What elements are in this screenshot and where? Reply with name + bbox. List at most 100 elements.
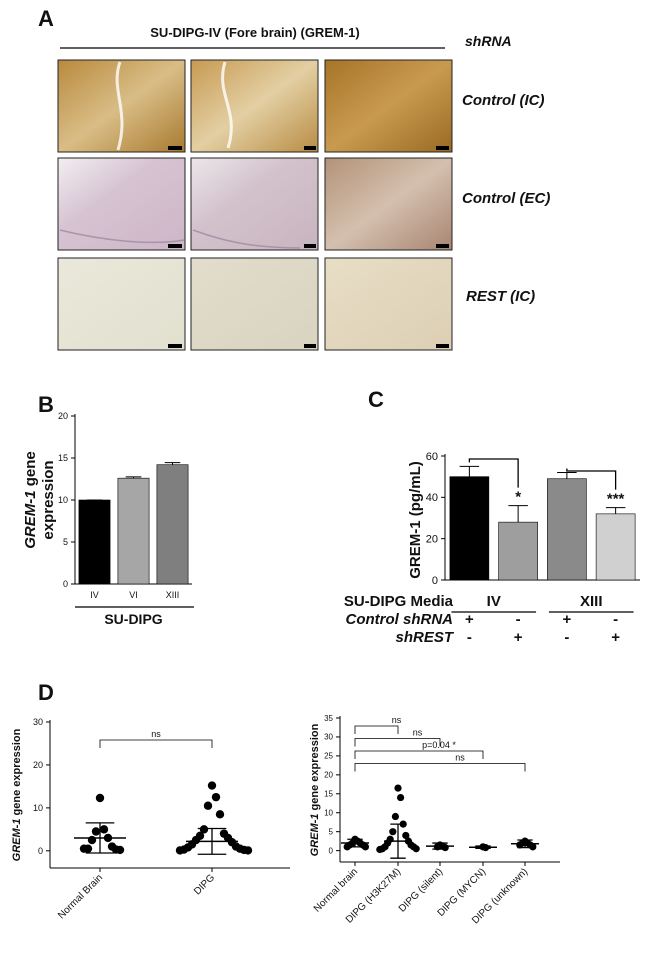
significance-bracket	[566, 468, 617, 490]
y-tick-label: 20	[33, 760, 43, 770]
y-tick-label: 60	[426, 451, 438, 463]
condition-mark: +	[611, 629, 620, 646]
comparison-bracket	[354, 738, 441, 747]
micrograph	[324, 257, 453, 351]
sd-bar	[347, 838, 363, 848]
comparison-label: ns	[392, 715, 402, 725]
data-point	[376, 845, 384, 854]
panel-label: D	[38, 680, 54, 705]
y-axis-label: GREM-1 geneexpression	[22, 451, 57, 549]
x-tick-label: Normal brain	[312, 866, 360, 914]
condition-mark: -	[516, 611, 521, 628]
bar	[595, 513, 636, 581]
data-point	[361, 843, 369, 851]
y-tick-label: 20	[58, 411, 68, 421]
bar	[156, 464, 189, 585]
condition-mark: -	[613, 611, 618, 628]
condition-mark: +	[514, 629, 523, 646]
y-label-part: GREM-1	[309, 814, 321, 857]
tissue-features	[59, 61, 301, 249]
y-axis-label: GREM-1 gene expression	[309, 723, 321, 856]
error-bar	[557, 472, 577, 479]
data-point	[243, 846, 253, 855]
y-axis-label: GREM-1 gene expression	[11, 728, 23, 861]
row-label: SU-DIPG Media	[344, 593, 454, 610]
panel-label: C	[368, 387, 384, 412]
scale-bar	[304, 244, 316, 248]
micrograph	[324, 157, 453, 251]
data-point	[529, 843, 537, 851]
comparison-label: ns	[413, 728, 423, 738]
error-bar	[125, 476, 142, 479]
sd-bar	[197, 827, 227, 855]
scale-bars	[168, 146, 449, 348]
data-point	[215, 810, 225, 819]
significance-label: ***	[607, 491, 625, 508]
y-tick-label: 0	[432, 575, 438, 587]
comparison-bracket	[354, 750, 484, 759]
data-point	[91, 827, 101, 836]
y-tick-label: 25	[324, 752, 333, 761]
data-point	[99, 825, 109, 834]
data-point	[79, 844, 89, 853]
y-label-part: expression	[40, 460, 57, 539]
row-label: Control shRNA	[346, 611, 454, 628]
y-tick-label: 5	[63, 537, 68, 547]
y-label-part: GREM-1	[11, 819, 23, 862]
micrograph	[190, 257, 319, 351]
bar	[498, 521, 538, 581]
y-tick-label: 0	[63, 579, 68, 589]
x-tick-label: IV	[90, 590, 99, 600]
scale-bar	[168, 244, 182, 248]
x-tick-label: Normal Brain	[56, 872, 105, 921]
y-tick-label: 10	[33, 803, 43, 813]
row-label: Control (IC)	[462, 92, 544, 109]
x-tick-label: DIPG	[192, 872, 217, 897]
panel-a-title: SU-DIPG-IV (Fore brain) (GREM-1)	[150, 25, 359, 40]
comparison-label: p=0.04 *	[422, 740, 456, 750]
data-point	[389, 828, 397, 836]
comparison-bracket	[354, 763, 526, 772]
data-point	[402, 831, 410, 840]
data-point	[203, 801, 213, 810]
tissue-tear	[115, 61, 124, 151]
scale-bar	[168, 344, 182, 348]
micrograph	[57, 257, 186, 351]
x-axis-label: SU-DIPG	[104, 611, 162, 627]
error-bar	[605, 507, 626, 514]
tissue-edge	[192, 229, 301, 249]
scale-bar	[436, 146, 449, 150]
y-tick-label: 40	[426, 492, 438, 504]
x-tick-label: DIPG (silent)	[397, 866, 445, 914]
y-label-part: gene expression	[309, 723, 321, 813]
scale-bar	[436, 344, 449, 348]
bar	[117, 477, 150, 585]
y-tick-label: 35	[324, 714, 333, 723]
y-axis-label: GREM-1 (pg/mL)	[407, 461, 424, 579]
y-tick-label: 15	[58, 453, 68, 463]
data-point	[199, 825, 209, 834]
row-label: REST (IC)	[466, 288, 535, 305]
condition-mark: +	[465, 611, 474, 628]
scale-bar	[436, 244, 449, 248]
tissue-tear	[221, 61, 233, 149]
y-tick-label: 20	[426, 534, 438, 546]
row-label: Control (EC)	[462, 190, 550, 207]
micrograph	[324, 59, 453, 153]
comparison-label: ns	[455, 753, 465, 763]
x-tick-label: XIII	[166, 590, 180, 600]
data-point	[397, 793, 405, 802]
row-label: shREST	[395, 629, 454, 646]
data-point	[412, 845, 420, 853]
data-point	[394, 784, 402, 792]
data-point	[211, 792, 221, 802]
group-label: XIII	[580, 593, 603, 610]
error-bar	[164, 462, 181, 465]
data-point	[175, 846, 185, 855]
data-point	[87, 835, 97, 845]
sd-bar	[85, 822, 115, 854]
significance-bracket	[468, 458, 519, 488]
tissue-edge	[59, 229, 185, 244]
condition-mark: +	[562, 611, 571, 628]
